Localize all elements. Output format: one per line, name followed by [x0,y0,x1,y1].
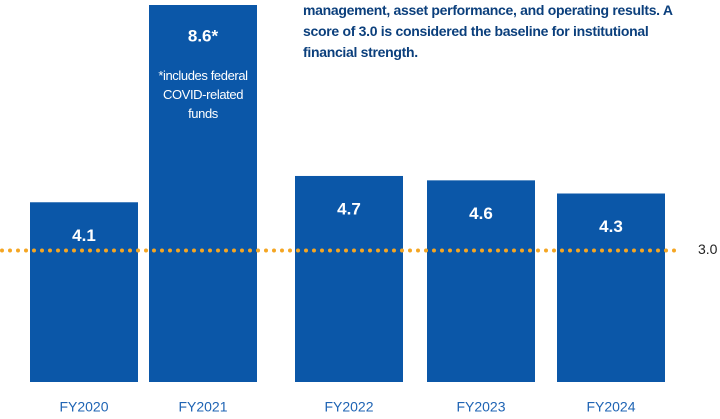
x-tick-label: FY2023 [456,399,505,415]
x-tick-label: FY2021 [178,399,227,415]
value-label: 8.6* [188,26,219,45]
x-tick-label: FY2024 [586,399,635,415]
value-label: 4.7 [337,199,361,218]
chart-note: management, asset performance, and opera… [303,2,673,60]
bar [30,202,138,382]
value-label: 4.3 [599,217,623,236]
bar [557,193,665,382]
value-label: 4.6 [469,204,493,223]
bar [149,5,257,382]
bar [295,175,403,382]
value-label: 4.1 [72,226,96,245]
bar [427,180,535,382]
reference-label: 3.0 [698,241,718,257]
x-tick-label: FY2022 [324,399,373,415]
annotation: *includes federal COVID-related funds [158,68,248,121]
x-tick-label: FY2020 [59,399,108,415]
